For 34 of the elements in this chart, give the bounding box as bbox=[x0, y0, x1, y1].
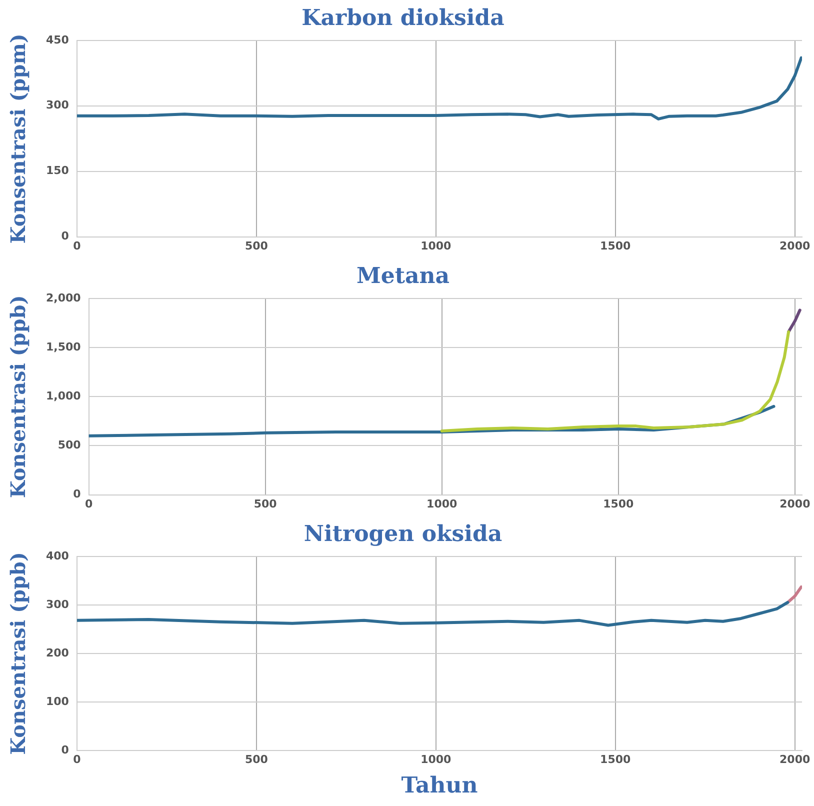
x-tick-label: 1000 bbox=[420, 752, 452, 766]
y-tick-label: 300 bbox=[46, 98, 70, 112]
x-tick-label: 2000 bbox=[780, 497, 811, 510]
x-tick-label: 2000 bbox=[780, 239, 810, 252]
y-tick-label: 0 bbox=[61, 230, 70, 243]
chart-title: Metana bbox=[356, 262, 450, 289]
x-tick-label: 500 bbox=[244, 239, 268, 252]
x-tick-label: 500 bbox=[254, 497, 278, 510]
x-tick-label: 1000 bbox=[420, 239, 452, 252]
x-axis-title: Tahun bbox=[401, 772, 478, 799]
y-axis-title: Konsentrasi (ppb) bbox=[6, 295, 30, 498]
y-tick-label: 0 bbox=[73, 488, 82, 501]
y-axis-title: Konsentrasi (ppb) bbox=[6, 552, 30, 755]
y-axis-title: Konsentrasi (ppm) bbox=[6, 34, 30, 244]
y-tick-label: 300 bbox=[46, 598, 70, 611]
x-tick-label: 500 bbox=[244, 752, 268, 766]
chart-title: Karbon dioksida bbox=[302, 4, 504, 31]
y-tick-label: 100 bbox=[46, 694, 70, 708]
y-tick-label: 1,000 bbox=[46, 389, 82, 402]
y-tick-label: 150 bbox=[46, 164, 70, 178]
y-tick-label: 200 bbox=[46, 646, 70, 660]
y-tick-label: 400 bbox=[46, 549, 70, 562]
x-tick-label: 1500 bbox=[600, 239, 632, 252]
chart-title: Nitrogen oksida bbox=[304, 520, 502, 547]
x-tick-label: 0 bbox=[84, 497, 93, 510]
x-tick-label: 2000 bbox=[780, 752, 810, 766]
y-tick-label: 0 bbox=[61, 743, 70, 756]
y-tick-label: 450 bbox=[46, 33, 70, 46]
y-tick-label: 1,500 bbox=[46, 340, 82, 354]
y-tick-label: 500 bbox=[58, 438, 82, 452]
x-tick-label: 1500 bbox=[600, 752, 632, 766]
x-tick-label: 1000 bbox=[426, 497, 458, 510]
x-tick-label: 1500 bbox=[603, 497, 634, 510]
y-tick-label: 2,000 bbox=[46, 291, 82, 304]
